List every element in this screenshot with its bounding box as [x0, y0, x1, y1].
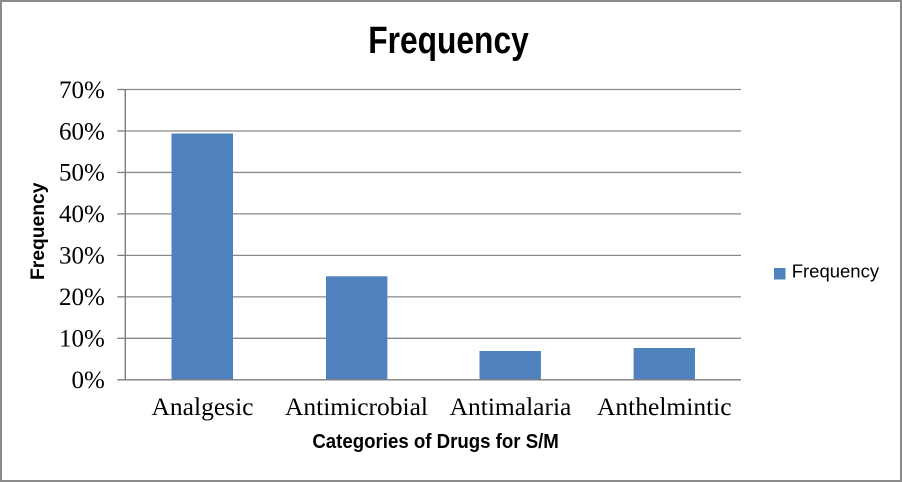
svg-text:70%: 70%	[59, 77, 105, 104]
svg-text:Frequency: Frequency	[27, 182, 49, 280]
svg-text:Antimicrobial: Antimicrobial	[285, 392, 428, 421]
svg-text:60%: 60%	[59, 118, 105, 145]
svg-text:20%: 20%	[59, 284, 105, 311]
svg-text:Categories of Drugs for S/M: Categories of Drugs for S/M	[312, 431, 559, 453]
svg-text:Frequency: Frequency	[368, 19, 529, 61]
svg-text:50%: 50%	[59, 160, 105, 187]
svg-text:Analgesic: Analgesic	[152, 392, 254, 421]
svg-text:Anthelmintic: Anthelmintic	[597, 392, 732, 421]
svg-text:10%: 10%	[59, 326, 105, 353]
svg-text:40%: 40%	[59, 201, 105, 228]
svg-text:Antimalaria: Antimalaria	[450, 392, 572, 421]
svg-text:Frequency: Frequency	[792, 261, 880, 282]
svg-text:0%: 0%	[71, 367, 104, 394]
svg-text:30%: 30%	[59, 243, 105, 270]
